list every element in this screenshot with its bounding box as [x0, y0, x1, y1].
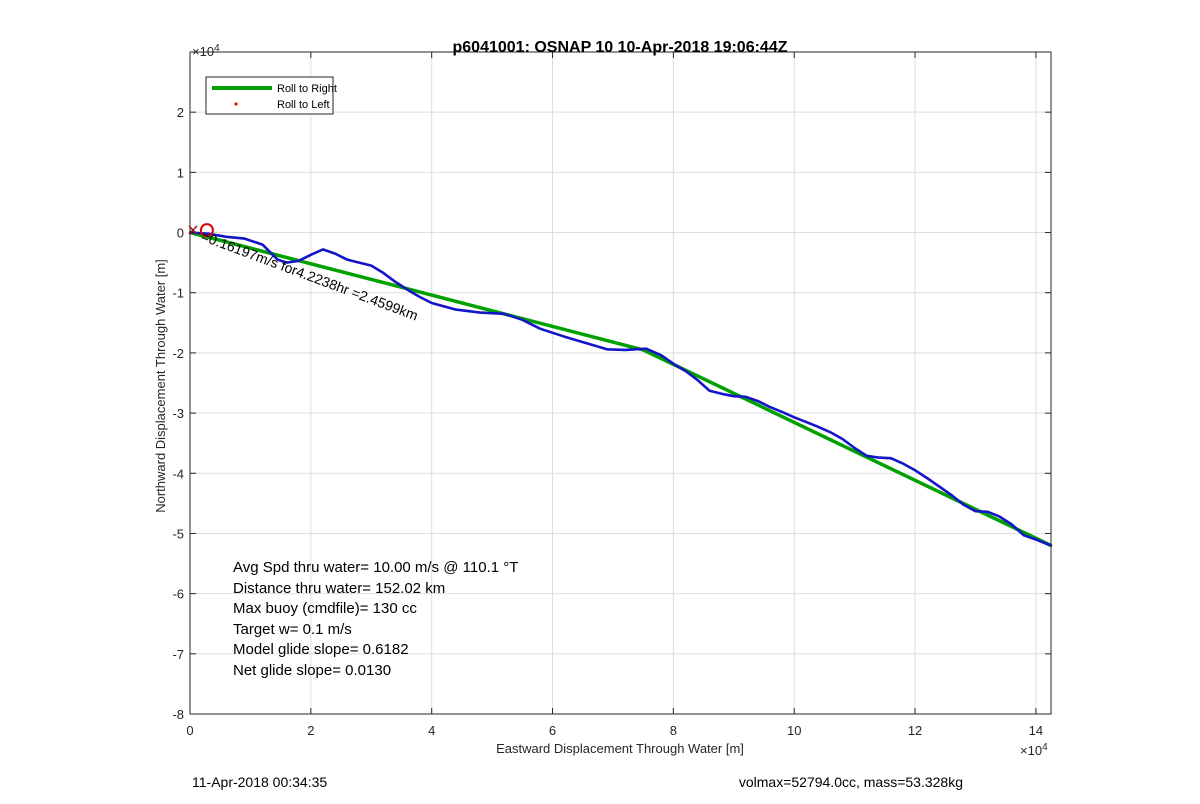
annotation-avg-speed: Avg Spd thru water= 10.00 m/s @ 110.1 °T	[233, 559, 518, 576]
y-tick-label: -7	[172, 647, 184, 662]
annotation-max-buoy: Max buoy (cmdfile)= 130 cc	[233, 600, 417, 617]
legend-label-roll-right: Roll to Right	[277, 83, 337, 95]
y-tick-label: 2	[177, 105, 184, 120]
y-tick-label: -8	[172, 707, 184, 722]
footer-volmax-mass: volmax=52794.0cc, mass=53.328kg	[739, 774, 963, 790]
y-tick-label: -5	[172, 526, 184, 541]
x-tick-label: 4	[428, 723, 435, 738]
legend-label-roll-left: Roll to Left	[277, 99, 330, 111]
x-exponent: ×104	[1020, 742, 1048, 758]
series-layer	[188, 230, 1053, 548]
y-tick-label: 1	[177, 165, 184, 180]
x-axis-label: Eastward Displacement Through Water [m]	[496, 741, 744, 756]
x-exponent-power: 4	[1042, 742, 1048, 753]
y-axis-label: Northward Displacement Through Water [m]	[153, 259, 168, 513]
legend-box	[205, 76, 334, 115]
footer-timestamp: 11-Apr-2018 00:34:35	[192, 774, 327, 790]
annotations: Avg Spd thru water= 10.00 m/s @ 110.1 °T…	[233, 559, 518, 679]
y-exponent: ×104	[192, 43, 220, 59]
x-tick-label: 12	[908, 723, 922, 738]
ticks	[189, 52, 1051, 715]
series-track-line	[188, 231, 1053, 547]
y-tick-label: -2	[172, 346, 184, 361]
start-circle-marker	[199, 223, 214, 238]
y-tick-label: -3	[172, 406, 184, 421]
y-tick-label: 0	[177, 226, 184, 241]
x-exponent-base: ×10	[1020, 743, 1042, 758]
start-x-marker	[188, 225, 198, 235]
annotation-distance: Distance thru water= 152.02 km	[233, 580, 445, 597]
legend: Roll to Right Roll to Left	[205, 76, 337, 115]
plot-frame	[189, 51, 1052, 715]
annotation-model-glide: Model glide slope= 0.6182	[233, 641, 409, 658]
chart-title: p6041001: OSNAP 10 10-Apr-2018 19:06:44Z	[453, 39, 788, 56]
x-tick-label: 14	[1029, 723, 1043, 738]
annotation-target-w: Target w= 0.1 m/s	[233, 621, 352, 638]
grid	[189, 52, 1051, 715]
y-tick-label: -1	[172, 286, 184, 301]
x-tick-label: 6	[549, 723, 556, 738]
annotation-net-glide: Net glide slope= 0.0130	[233, 662, 391, 679]
x-tick-label: 2	[307, 723, 314, 738]
x-tick-label: 0	[186, 723, 193, 738]
x-tick-label: 8	[670, 723, 677, 738]
y-tick-label: -4	[172, 466, 184, 481]
y-exponent-power: 4	[214, 43, 220, 54]
y-tick-label: -6	[172, 587, 184, 602]
y-exponent-base: ×10	[192, 44, 214, 59]
start-markers	[188, 223, 214, 238]
legend-swatch-roll-left	[234, 102, 238, 106]
x-tick-label: 10	[787, 723, 801, 738]
